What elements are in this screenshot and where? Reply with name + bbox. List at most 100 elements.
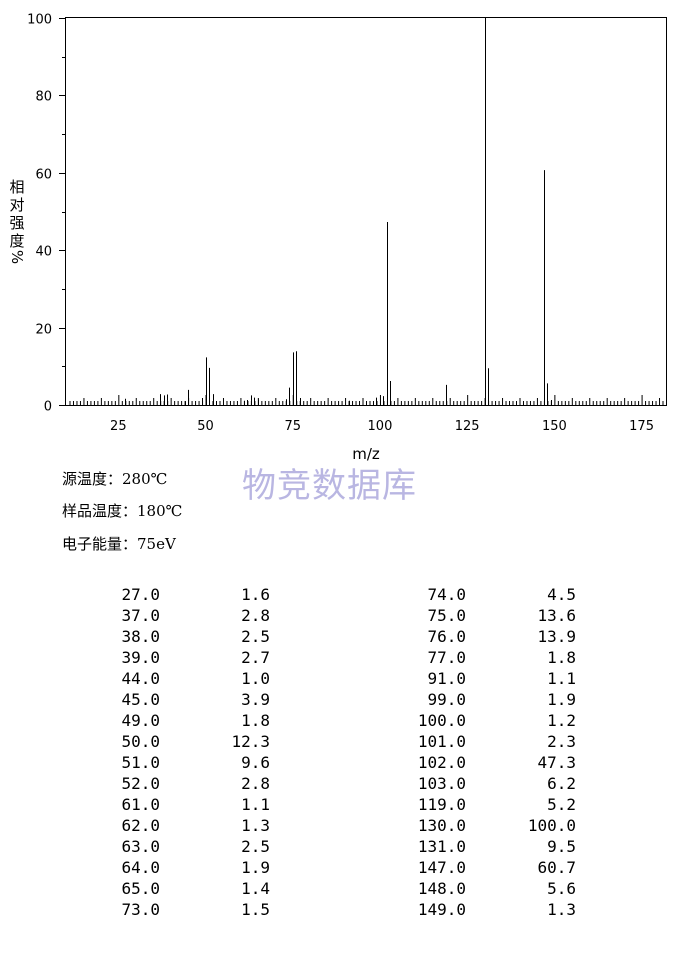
x-axis-label: m/z (352, 445, 380, 463)
x-tick-label: 25 (110, 419, 127, 434)
table-row: 148.0 5.6 (400, 879, 580, 900)
y-tick-label: 100 (27, 13, 52, 28)
spectrum-peaks (125, 18, 552, 405)
mz-value: 37.0 (121, 606, 160, 625)
source-temperature: 源温度：280℃ (62, 470, 168, 488)
mz-value: 51.0 (121, 753, 160, 772)
mz-value: 130.0 (417, 816, 466, 835)
table-row: 77.0 1.8 (400, 648, 580, 669)
y-axis-label-char: 强 (9, 214, 24, 232)
mz-value: 52.0 (121, 774, 160, 793)
intensity-value: 60.7 (537, 858, 576, 877)
mz-value: 62.0 (121, 816, 160, 835)
table-row: 49.0 1.8 (100, 711, 272, 732)
mz-value: 45.0 (121, 690, 160, 709)
intensity-value: 2.8 (241, 774, 270, 793)
mz-value: 65.0 (121, 879, 160, 898)
table-row: 74.0 4.5 (400, 585, 580, 606)
plot-frame (65, 17, 667, 406)
mz-value: 91.0 (427, 669, 466, 688)
table-row: 64.0 1.9 (100, 858, 272, 879)
mass-spectrum-chart: 0 20 40 60 80 100 25 50 75 100 125 150 175 m/z 相 对 … (8, 13, 667, 463)
intensity-value: 1.3 (241, 816, 270, 835)
table-row: 52.0 2.8 (100, 774, 272, 795)
x-tick-label: 100 (368, 419, 393, 434)
peak-table-left: 27.0 1.6 37.0 2.8 38.0 2.5 39.0 2.7 44.0 1.0 45.0 3… (100, 585, 272, 921)
intensity-value: 1.1 (241, 795, 270, 814)
mz-value: 148.0 (417, 879, 466, 898)
y-tick-label: 80 (35, 90, 52, 105)
intensity-value: 1.4 (241, 879, 270, 898)
x-tick-label: 50 (197, 419, 214, 434)
table-row: 101.0 2.3 (400, 732, 580, 753)
mz-value: 100.0 (417, 711, 466, 730)
mz-value: 49.0 (121, 711, 160, 730)
intensity-value: 1.5 (241, 900, 270, 919)
electron-energy: 电子能量：75eV (62, 535, 176, 553)
x-minor-ticks (69, 395, 664, 405)
table-row: 99.0 1.9 (400, 690, 580, 711)
table-row: 37.0 2.8 (100, 606, 272, 627)
x-axis-ticks: 25 50 75 100 125 150 175 (110, 419, 654, 434)
table-row: 147.0 60.7 (400, 858, 580, 879)
x-tick-label: 175 (629, 419, 654, 434)
intensity-value: 2.5 (241, 627, 270, 646)
intensity-value: 13.6 (537, 606, 576, 625)
mz-value: 76.0 (427, 627, 466, 646)
table-row: 119.0 5.2 (400, 795, 580, 816)
intensity-value: 9.5 (547, 837, 576, 856)
table-row: 45.0 3.9 (100, 690, 272, 711)
y-tick-label: 60 (35, 168, 52, 183)
mz-value: 73.0 (121, 900, 160, 919)
sample-temperature: 样品温度：180℃ (62, 502, 183, 520)
intensity-value: 1.8 (241, 711, 270, 730)
mz-value: 27.0 (121, 585, 160, 604)
table-row: 76.0 13.9 (400, 627, 580, 648)
y-axis-label: 相 对 强 度 % (8, 178, 26, 264)
mz-value: 50.0 (121, 732, 160, 751)
mz-value: 75.0 (427, 606, 466, 625)
table-row: 102.0 47.3 (400, 753, 580, 774)
table-row: 131.0 9.5 (400, 837, 580, 858)
table-row: 44.0 1.0 (100, 669, 272, 690)
intensity-value: 1.6 (241, 585, 270, 604)
mz-value: 119.0 (417, 795, 466, 814)
watermark-text: 物竞数据库 (242, 466, 417, 506)
mz-value: 131.0 (417, 837, 466, 856)
table-row: 39.0 2.7 (100, 648, 272, 669)
x-tick-label: 150 (542, 419, 567, 434)
mz-value: 44.0 (121, 669, 160, 688)
intensity-value: 6.2 (547, 774, 576, 793)
mz-value: 103.0 (417, 774, 466, 793)
mz-value: 149.0 (417, 900, 466, 919)
intensity-value: 100.0 (527, 816, 576, 835)
intensity-value: 1.9 (547, 690, 576, 709)
table-row: 103.0 6.2 (400, 774, 580, 795)
table-row: 73.0 1.5 (100, 900, 272, 921)
intensity-value: 1.2 (547, 711, 576, 730)
intensity-value: 9.6 (241, 753, 270, 772)
y-axis-ticks: 0 20 40 60 80 100 (27, 13, 66, 415)
intensity-value: 1.8 (547, 648, 576, 667)
table-row: 75.0 13.6 (400, 606, 580, 627)
table-row: 149.0 1.3 (400, 900, 580, 921)
mz-value: 101.0 (417, 732, 466, 751)
mz-value: 61.0 (121, 795, 160, 814)
table-row: 65.0 1.4 (100, 879, 272, 900)
intensity-value: 47.3 (537, 753, 576, 772)
y-axis-label-char: 对 (9, 196, 24, 214)
intensity-value: 2.8 (241, 606, 270, 625)
y-tick-label: 0 (44, 400, 52, 415)
intensity-value: 3.9 (241, 690, 270, 709)
intensity-value: 1.3 (547, 900, 576, 919)
mz-value: 63.0 (121, 837, 160, 856)
intensity-value: 1.9 (241, 858, 270, 877)
intensity-value: 4.5 (547, 585, 576, 604)
intensity-value: 5.6 (547, 879, 576, 898)
table-row: 51.0 9.6 (100, 753, 272, 774)
mz-value: 38.0 (121, 627, 160, 646)
intensity-value: 2.7 (241, 648, 270, 667)
table-row: 91.0 1.1 (400, 669, 580, 690)
table-row: 38.0 2.5 (100, 627, 272, 648)
intensity-value: 12.3 (231, 732, 270, 751)
